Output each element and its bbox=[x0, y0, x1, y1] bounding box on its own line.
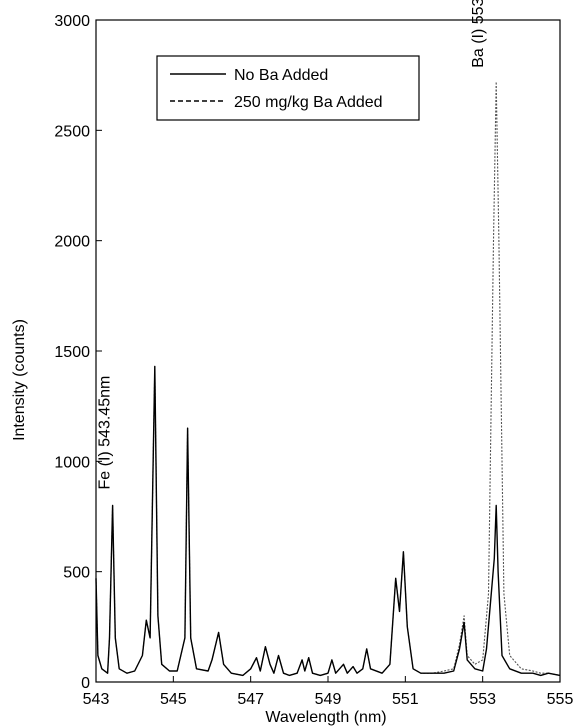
x-axis-label: Wavelength (nm) bbox=[265, 709, 386, 726]
series-layer bbox=[95, 81, 561, 677]
x-tick-labels: 543 545 547 549 551 553 555 bbox=[83, 691, 574, 708]
x-tick-label: 549 bbox=[315, 691, 342, 708]
x-tick-label: 545 bbox=[160, 691, 187, 708]
x-tick-label: 551 bbox=[392, 691, 419, 708]
y-axis-label: Intensity (counts) bbox=[11, 319, 28, 441]
y-tick-label: 2000 bbox=[54, 234, 90, 251]
y-tick-label: 3000 bbox=[54, 13, 90, 30]
y-tick-labels: 0 500 1000 1500 2000 2500 3000 bbox=[54, 13, 90, 692]
legend-label-ba-added: 250 mg/kg Ba Added bbox=[234, 94, 383, 111]
legend: No Ba Added 250 mg/kg Ba Added bbox=[156, 55, 420, 121]
annotation-fe-line: Fe (I) 543.45nm bbox=[96, 376, 113, 490]
plot-frame bbox=[95, 19, 561, 683]
x-tick-label: 553 bbox=[469, 691, 496, 708]
y-tick-label: 1000 bbox=[54, 454, 90, 471]
x-tick-label: 547 bbox=[237, 691, 264, 708]
y-tick-label: 1500 bbox=[54, 344, 90, 361]
y-tick-label: 500 bbox=[63, 565, 90, 582]
x-tick-label: 543 bbox=[83, 691, 110, 708]
legend-label-no-ba: No Ba Added bbox=[234, 67, 328, 84]
annotation-ba-line: Ba (I) 553.55nm bbox=[470, 0, 487, 68]
legend-box bbox=[156, 55, 420, 121]
annotations: Fe (I) 543.45nm Ba (I) 553.55nm bbox=[96, 0, 487, 490]
y-tick-label: 2500 bbox=[54, 123, 90, 140]
y-tick-label: 0 bbox=[81, 675, 90, 692]
series-no-ba-line bbox=[95, 365, 561, 677]
x-tick-label: 555 bbox=[547, 691, 574, 708]
